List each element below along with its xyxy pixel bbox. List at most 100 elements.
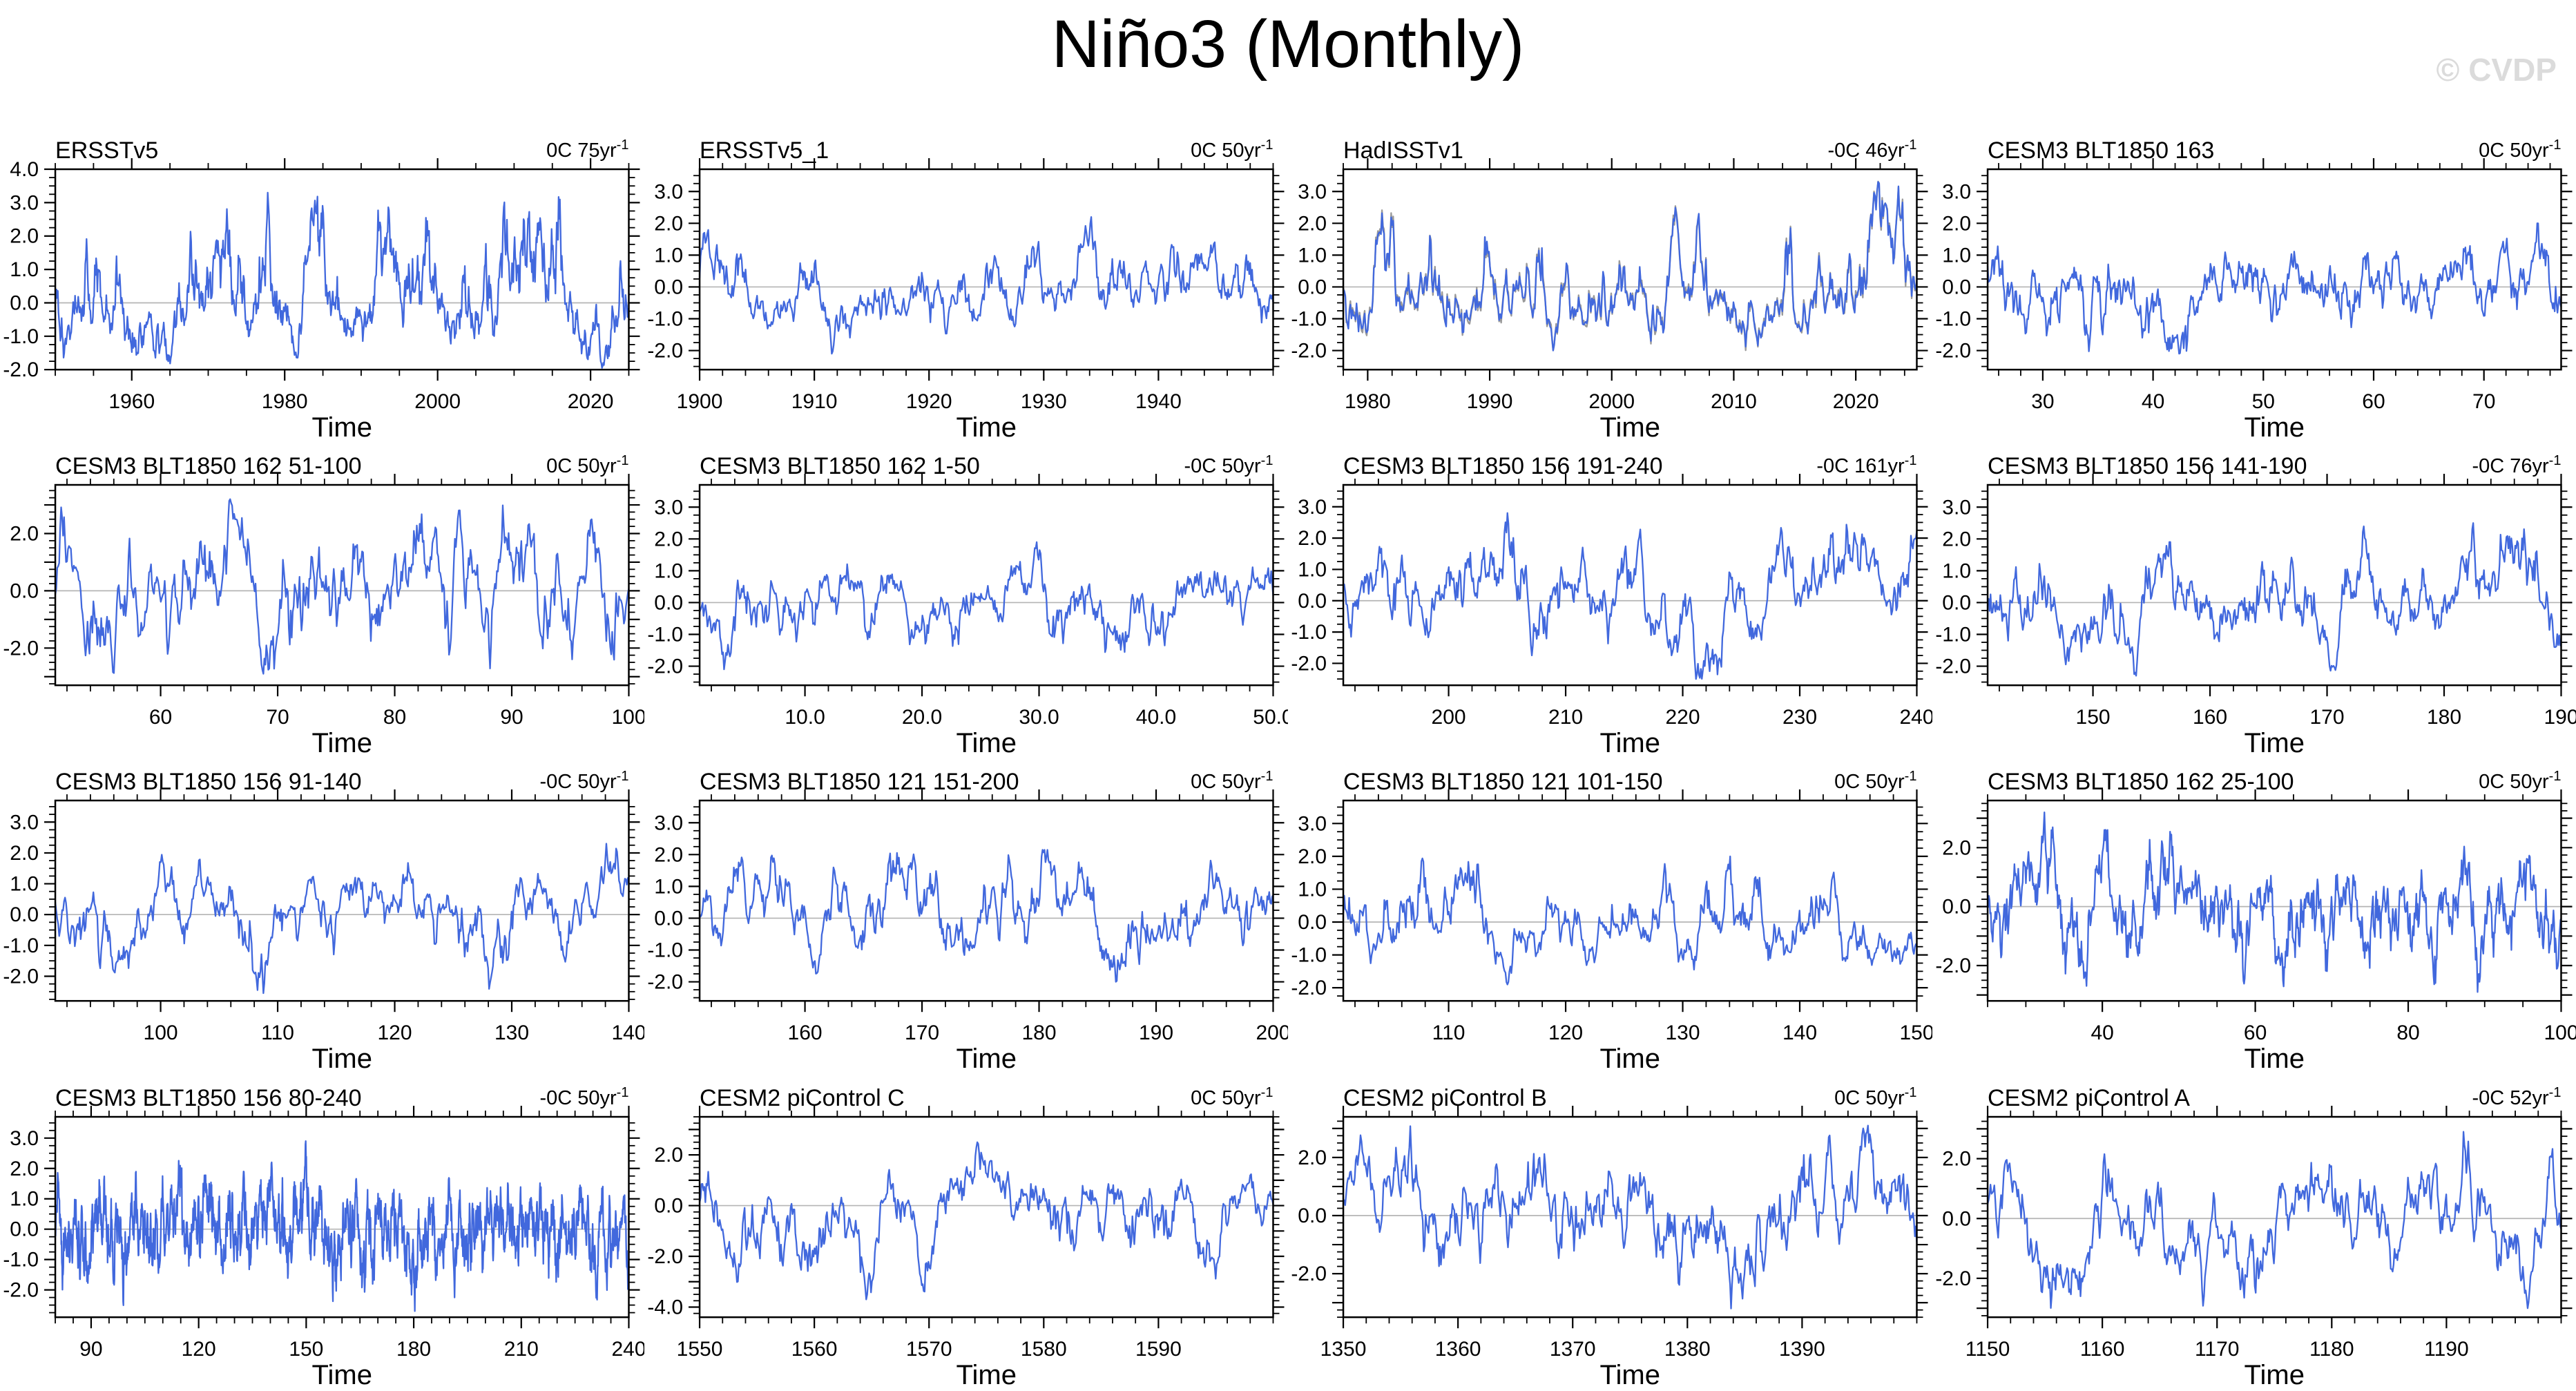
y-tick-label: -1.0 bbox=[1291, 944, 1327, 967]
y-tick-label: -1.0 bbox=[1291, 621, 1327, 644]
x-tick-label: 140 bbox=[1782, 1022, 1817, 1045]
x-tick-label: 1360 bbox=[1435, 1338, 1481, 1361]
x-axis-ticks bbox=[1988, 789, 2561, 1012]
y-tick-label: 3.0 bbox=[10, 812, 39, 834]
y-tick-label: 0.0 bbox=[1298, 1205, 1327, 1227]
y-tick-label: -2.0 bbox=[647, 1245, 683, 1268]
y-tick-label: 0.0 bbox=[1942, 276, 1971, 298]
y-tick-labels: -4.0-2.00.02.0 bbox=[647, 1144, 683, 1318]
y-tick-labels: -2.00.02.0 bbox=[1291, 1147, 1327, 1285]
panel-title: CESM3 BLT1850 156 141-190 bbox=[1988, 453, 2307, 479]
y-tick-label: 1.0 bbox=[10, 258, 39, 281]
y-tick-label: 2.0 bbox=[1942, 528, 1971, 551]
y-tick-label: -4.0 bbox=[647, 1296, 683, 1318]
y-tick-label: -2.0 bbox=[3, 1278, 39, 1301]
panel-title: CESM3 BLT1850 121 151-200 bbox=[700, 769, 1019, 795]
y-tick-label: 4.0 bbox=[10, 158, 39, 181]
y-tick-label: 1.0 bbox=[1298, 244, 1327, 267]
panel-title: CESM3 BLT1850 156 91-140 bbox=[55, 769, 362, 795]
x-tick-label: 110 bbox=[1432, 1022, 1465, 1045]
series-line bbox=[1988, 1131, 2561, 1308]
y-tick-label: -2.0 bbox=[3, 966, 39, 988]
y-tick-label: 0.0 bbox=[10, 904, 39, 927]
x-axis-ticks bbox=[711, 789, 1272, 1012]
x-tick-label: 1350 bbox=[1320, 1338, 1367, 1361]
y-tick-label: 2.0 bbox=[10, 1157, 39, 1180]
x-tick-label: 1930 bbox=[1020, 390, 1066, 413]
x-tick-label: 1980 bbox=[1345, 390, 1391, 413]
time-axis-label: Time bbox=[312, 412, 372, 443]
y-tick-label: -1.0 bbox=[3, 325, 39, 348]
plot-frame bbox=[1988, 485, 2561, 685]
panel-title: CESM2 piControl A bbox=[1988, 1085, 2190, 1111]
series-line bbox=[1343, 182, 1916, 350]
y-tick-labels: -2.0-1.00.01.02.03.04.0 bbox=[3, 158, 39, 381]
y-tick-labels: -2.0-1.00.01.02.03.0 bbox=[647, 812, 683, 994]
y-tick-label: -2.0 bbox=[1291, 653, 1327, 675]
x-tick-label: 170 bbox=[905, 1022, 939, 1045]
plot-frame bbox=[700, 800, 1273, 1001]
y-axis-ticks bbox=[1332, 175, 1928, 366]
x-tick-label: 2000 bbox=[1588, 390, 1635, 413]
x-tick-label: 140 bbox=[611, 1022, 644, 1045]
y-tick-labels: -2.00.02.0 bbox=[1935, 837, 1971, 978]
y-tick-label: 0.0 bbox=[1942, 1207, 1971, 1230]
y-tick-label: 3.0 bbox=[1298, 813, 1327, 836]
time-axis-label: Time bbox=[2244, 1044, 2304, 1075]
y-tick-label: -2.0 bbox=[1291, 340, 1327, 363]
series-line bbox=[55, 844, 628, 994]
series-line bbox=[55, 499, 628, 674]
x-tick-label: 190 bbox=[2544, 706, 2576, 729]
y-tick-label: 2.0 bbox=[1942, 1147, 1971, 1170]
time-axis-label: Time bbox=[2244, 728, 2304, 758]
y-tick-label: 3.0 bbox=[654, 497, 683, 519]
y-tick-labels: -2.0-1.00.01.02.03.0 bbox=[1935, 497, 1971, 678]
time-axis-label: Time bbox=[956, 412, 1016, 443]
y-tick-label: -1.0 bbox=[1935, 624, 1971, 646]
y-tick-label: 3.0 bbox=[1298, 180, 1327, 203]
time-axis-label: Time bbox=[956, 1360, 1016, 1390]
x-tick-label: 40 bbox=[2090, 1022, 2113, 1045]
panel-title: CESM3 BLT1850 156 191-240 bbox=[1343, 453, 1662, 479]
x-tick-label: 170 bbox=[2309, 706, 2344, 729]
y-tick-label: 2.0 bbox=[1942, 212, 1971, 235]
x-tick-label: 2020 bbox=[568, 390, 614, 413]
x-tick-label: 230 bbox=[1782, 706, 1817, 729]
y-tick-labels: -2.0-1.00.01.02.03.0 bbox=[1935, 180, 1971, 362]
panel-trend-label: 0C 50yr-1 bbox=[546, 453, 628, 477]
y-tick-label: 1.0 bbox=[1298, 879, 1327, 901]
x-tick-label: 150 bbox=[289, 1338, 323, 1361]
y-axis-ticks bbox=[1332, 491, 1928, 679]
y-axis-ticks bbox=[1332, 807, 1928, 997]
y-tick-label: -2.0 bbox=[1935, 954, 1971, 977]
x-tick-label: 2010 bbox=[1711, 390, 1757, 413]
series-line bbox=[55, 193, 628, 368]
panel-title: CESM3 BLT1850 156 80-240 bbox=[55, 1085, 362, 1111]
y-axis-ticks bbox=[689, 1117, 1284, 1314]
x-tick-label: 30.0 bbox=[1019, 706, 1059, 729]
panel-title: CESM2 piControl B bbox=[1343, 1085, 1547, 1111]
time-axis-label: Time bbox=[312, 1044, 372, 1075]
y-tick-label: -2.0 bbox=[1935, 340, 1971, 363]
